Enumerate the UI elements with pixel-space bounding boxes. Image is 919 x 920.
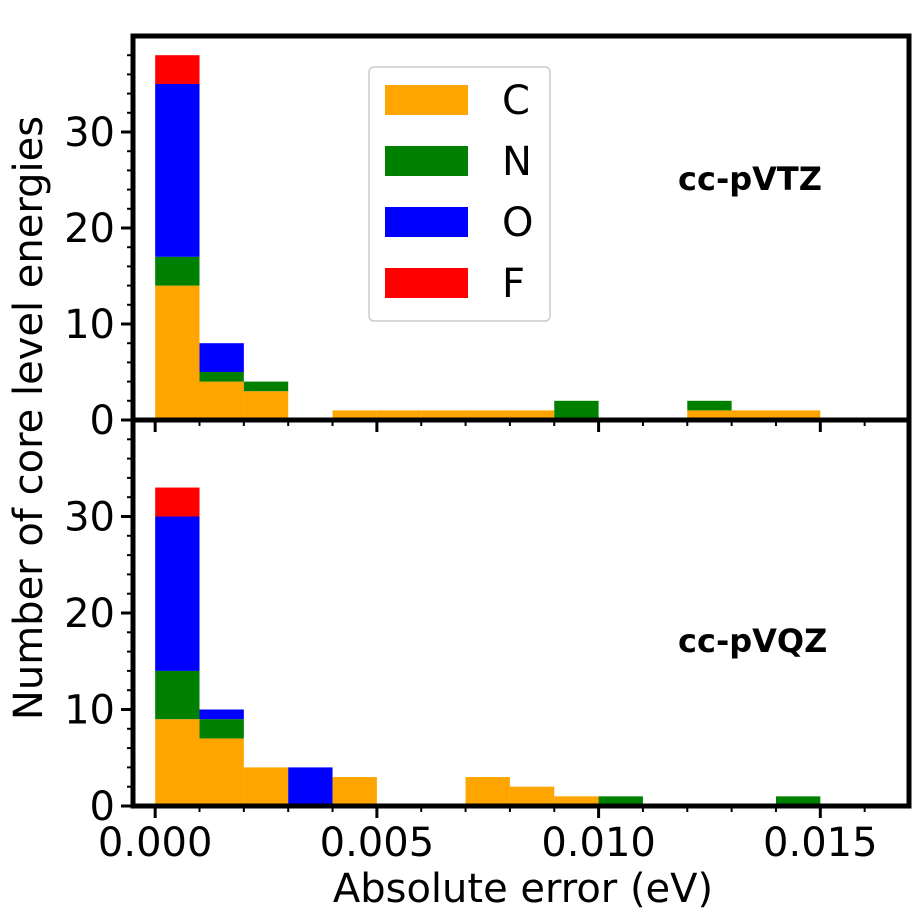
bar-c-bin-0 [155,719,200,806]
axes-frame-bottom [130,417,912,809]
bar-c-bin-5 [376,410,422,420]
bars-top [155,55,821,420]
bar-c-bin-2 [243,767,289,806]
bar-o-bin-1 [199,343,244,372]
bar-c-bin-13 [731,410,776,420]
x-axis-label: Absolute error (eV) [333,866,713,912]
y-tick-label: 0 [90,784,115,830]
bar-c-bin-7 [465,777,510,806]
panel-bottom: 0 10 20 30 cc-pVQZ [64,417,912,830]
bar-n-bin-12 [687,400,732,411]
y-tick-label: 10 [64,302,115,348]
bar-n-bin-2 [243,381,289,392]
y-tick-label: 30 [64,495,115,541]
bar-c-bin-2 [243,391,289,420]
bar-c-bin-4 [332,777,377,806]
legend-swatch-n [385,146,468,176]
x-tick-label: 0.000 [98,820,213,866]
bar-n-bin-0 [155,256,200,286]
x-tick-label: 0.015 [763,820,878,866]
bar-c-bin-9 [554,796,599,806]
bar-c-bin-12 [687,410,732,420]
bar-n-bin-1 [199,719,244,739]
bar-n-bin-9 [554,400,599,420]
bar-o-bin-0 [155,516,200,671]
x-tick-labels: 0.000 0.005 0.010 0.015 [98,820,878,866]
bar-c-bin-0 [155,285,200,420]
legend-label-f: F [502,261,525,307]
y-tick-label: 20 [64,591,115,637]
bars-bottom [155,487,821,806]
bar-c-bin-6 [421,410,466,420]
y-ticks-bottom: 0 10 20 30 [64,438,133,830]
y-ticks-top: 0 10 20 30 [64,54,133,444]
bar-c-bin-8 [509,410,555,420]
bar-n-bin-0 [155,670,200,720]
bar-f-bin-0 [155,487,200,517]
legend-box [368,66,551,322]
bar-f-bin-0 [155,55,200,84]
bar-n-bin-14 [775,796,821,806]
panel-label-top: cc-pVTZ [678,160,822,198]
legend-label-c: C [502,78,530,124]
y-tick-label: 20 [64,206,115,252]
bar-o-bin-1 [199,709,244,720]
x-tick-label: 0.010 [541,820,656,866]
bar-c-bin-1 [199,381,244,420]
bar-c-bin-4 [332,410,377,420]
legend-swatch-f [385,268,468,298]
panel-label-bottom: cc-pVQZ [678,622,827,660]
y-axis-label: Number of core level energies [6,116,52,720]
bar-o-bin-3 [288,767,333,806]
bar-o-bin-0 [155,84,200,257]
bar-c-bin-8 [509,786,555,806]
bar-n-bin-1 [199,372,244,382]
y-tick-label: 0 [90,398,115,444]
bar-c-bin-14 [775,410,821,420]
legend-swatch-c [385,85,468,115]
bar-n-bin-10 [598,796,643,806]
legend-label-n: N [502,139,532,185]
y-tick-label: 30 [64,110,115,156]
bar-c-bin-1 [199,738,244,806]
legend-swatch-o [385,207,468,237]
x-tick-label: 0.005 [320,820,435,866]
legend-label-o: O [502,200,533,246]
y-tick-label: 10 [64,688,115,734]
bar-c-bin-7 [465,410,510,420]
